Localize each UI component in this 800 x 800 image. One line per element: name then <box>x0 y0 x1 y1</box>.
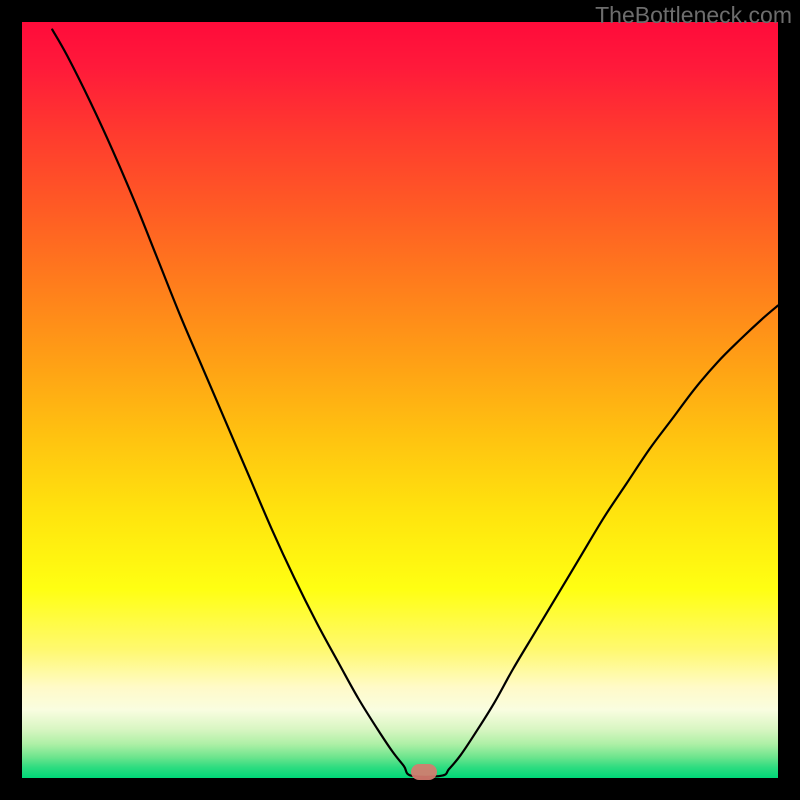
watermark-text: TheBottleneck.com <box>595 2 792 29</box>
gradient-fill <box>22 22 778 778</box>
optimum-marker <box>411 764 437 780</box>
chart-root: TheBottleneck.com <box>0 0 800 800</box>
